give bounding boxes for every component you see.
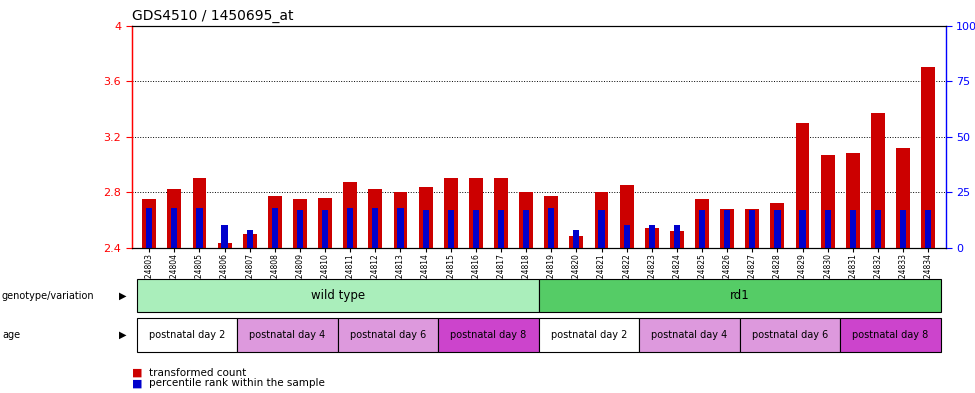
Text: ▶: ▶ — [119, 330, 127, 340]
Bar — [774, 210, 781, 248]
Bar — [520, 192, 533, 248]
Bar — [896, 148, 910, 248]
Text: postnatal day 6: postnatal day 6 — [752, 330, 828, 340]
Bar — [544, 196, 558, 248]
Bar — [695, 199, 709, 248]
Bar — [670, 231, 683, 248]
Bar — [770, 203, 784, 248]
Bar — [724, 210, 730, 248]
Bar — [243, 234, 256, 248]
Text: wild type: wild type — [311, 289, 365, 302]
Bar — [192, 178, 207, 248]
Bar — [825, 210, 831, 248]
Bar — [900, 210, 906, 248]
Text: postnatal day 8: postnatal day 8 — [450, 330, 526, 340]
Bar — [523, 210, 529, 248]
Bar — [272, 208, 278, 248]
Bar — [394, 192, 408, 248]
Bar — [318, 198, 332, 248]
Bar — [548, 208, 555, 248]
Bar — [644, 228, 659, 248]
Bar — [569, 237, 583, 248]
Bar — [599, 210, 604, 248]
Bar — [221, 225, 228, 248]
Text: transformed count: transformed count — [149, 367, 247, 378]
Bar — [398, 208, 404, 248]
Bar — [846, 153, 860, 248]
Bar — [448, 210, 453, 248]
Text: ■: ■ — [132, 378, 142, 388]
Bar — [418, 187, 433, 248]
Text: postnatal day 4: postnatal day 4 — [651, 330, 727, 340]
Text: postnatal day 2: postnatal day 2 — [551, 330, 627, 340]
Bar — [620, 185, 634, 248]
Text: GDS4510 / 1450695_at: GDS4510 / 1450695_at — [132, 9, 293, 23]
Bar — [796, 123, 809, 248]
Text: age: age — [2, 330, 20, 340]
Bar — [369, 189, 382, 248]
Bar — [849, 210, 856, 248]
Bar — [925, 210, 931, 248]
Bar — [172, 208, 177, 248]
Bar — [745, 209, 760, 248]
Text: rd1: rd1 — [730, 289, 750, 302]
Text: percentile rank within the sample: percentile rank within the sample — [149, 378, 325, 388]
Bar — [595, 192, 608, 248]
Bar — [800, 210, 805, 248]
Text: ■: ■ — [132, 367, 142, 378]
Bar — [142, 199, 156, 248]
Bar — [146, 208, 152, 248]
Bar — [821, 154, 835, 248]
Bar — [372, 208, 378, 248]
Bar — [749, 210, 756, 248]
Bar — [343, 182, 357, 248]
Bar — [875, 210, 881, 248]
Bar — [494, 178, 508, 248]
Bar — [444, 178, 457, 248]
Bar — [347, 208, 353, 248]
Bar — [422, 210, 429, 248]
Bar — [196, 208, 203, 248]
Text: postnatal day 8: postnatal day 8 — [852, 330, 928, 340]
Bar — [296, 210, 303, 248]
Bar — [624, 225, 630, 248]
Bar — [268, 196, 282, 248]
Bar — [573, 230, 579, 248]
Text: postnatal day 6: postnatal day 6 — [350, 330, 426, 340]
Bar — [721, 209, 734, 248]
Text: postnatal day 4: postnatal day 4 — [250, 330, 326, 340]
Text: postnatal day 2: postnatal day 2 — [149, 330, 225, 340]
Bar — [469, 178, 483, 248]
Bar — [921, 67, 935, 248]
Bar — [648, 225, 655, 248]
Text: genotype/variation: genotype/variation — [2, 291, 95, 301]
Bar — [168, 189, 181, 248]
Bar — [217, 243, 231, 248]
Bar — [247, 230, 253, 248]
Bar — [871, 113, 885, 248]
Text: ▶: ▶ — [119, 291, 127, 301]
Bar — [498, 210, 504, 248]
Bar — [473, 210, 479, 248]
Bar — [293, 199, 307, 248]
Bar — [699, 210, 705, 248]
Bar — [674, 225, 680, 248]
Bar — [322, 210, 329, 248]
